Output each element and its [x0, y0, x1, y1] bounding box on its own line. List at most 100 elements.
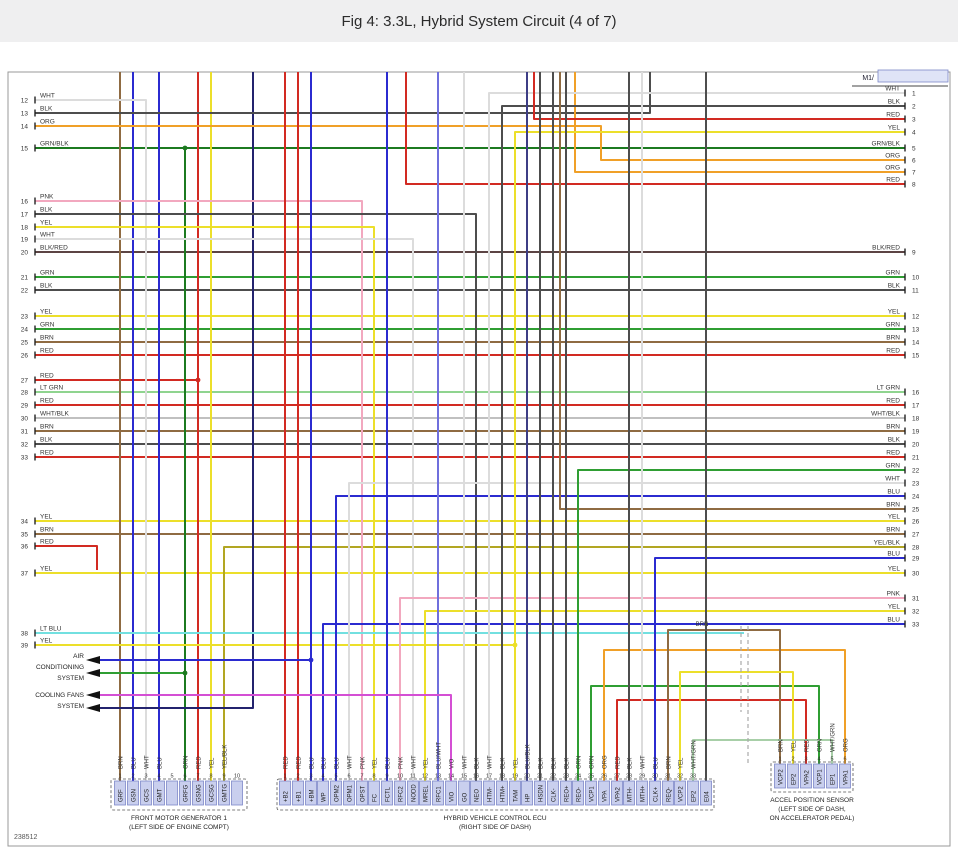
connector-wire-color: BLU — [310, 757, 316, 769]
connector-wire-color: BLK — [501, 758, 507, 769]
connector-pin-label: GMTG — [223, 784, 229, 802]
connector-pin-box — [317, 780, 329, 806]
wire-color-label: RED — [40, 539, 54, 546]
connector-pin-number: 2 — [131, 774, 134, 780]
connector-wire-color: BLU — [335, 757, 341, 769]
connector-pin-number: 7 — [196, 774, 199, 780]
connector-pin-box — [179, 780, 191, 806]
wire — [679, 671, 794, 781]
wire-color-label: BLK — [40, 207, 53, 214]
connector-wire-color: WHT — [488, 755, 494, 769]
connector-pin-number: 10 — [234, 774, 240, 780]
pin-number: 13 — [912, 327, 920, 334]
wire-color-label: BLU — [887, 617, 900, 624]
wire — [100, 72, 254, 709]
pin-number: 16 — [912, 390, 920, 397]
connector-pin-label: FC — [373, 793, 379, 802]
wire-color-label: GRN — [40, 322, 55, 329]
wire-color-label: YEL — [888, 309, 901, 316]
wire-color-label: ORG — [885, 165, 900, 172]
connector-pin-label: HTM+ — [501, 785, 507, 802]
junction-dot — [182, 670, 188, 676]
connector-pin-box — [330, 780, 342, 806]
connector-pin-box — [114, 780, 126, 806]
connector-pin-box — [623, 780, 635, 806]
connector-pin-number: 1 — [118, 774, 121, 780]
connector-pin-box — [636, 780, 648, 806]
junction-dot — [512, 642, 518, 648]
connector-wire-color: BLU — [322, 757, 328, 769]
wire-color-label: BRN — [40, 424, 54, 431]
wire-color-label: PNK — [887, 591, 901, 598]
wire — [35, 99, 147, 781]
connector-pin-box — [572, 780, 584, 806]
wire-color-label: BRN — [886, 527, 900, 534]
wire-color-label: RED — [886, 398, 900, 405]
connector-pin-box — [470, 780, 482, 806]
connector-pin-number: 11 — [410, 774, 416, 780]
pin-number: 18 — [912, 416, 920, 423]
connector-pin-label: OPM1 — [348, 784, 354, 802]
wire-color-label: GRN — [40, 270, 55, 277]
connector-pin-label: MTH+ — [641, 785, 647, 802]
connector-pin-number: 6 — [843, 757, 846, 763]
system-label: CONDITIONING — [36, 664, 84, 671]
wire-color-label: BLU — [887, 489, 900, 496]
pin-number: 35 — [21, 532, 29, 539]
wire-color-label: RED — [886, 348, 900, 355]
connector-pin-box — [649, 780, 661, 806]
connector-pin-label: VIO — [450, 791, 456, 802]
connector-pin-label: VPA1 — [844, 769, 850, 785]
connector-pin-number: 3 — [804, 757, 807, 763]
connector-pin-box — [407, 780, 419, 806]
wire-color-label: YEL — [40, 309, 53, 316]
connector-title: (LEFT SIDE OF DASH, — [778, 806, 846, 813]
connector-pin-box — [521, 780, 533, 806]
connector-pin-label: HTM- — [488, 787, 494, 802]
wire-color-label: YEL — [40, 566, 53, 573]
connector-wire-color: YEL — [210, 757, 216, 769]
wire — [322, 623, 905, 781]
connector-pin-box — [826, 763, 838, 789]
connector-pin-number: 5 — [334, 774, 337, 780]
pin-number: 10 — [912, 275, 920, 282]
connector-pin-number: 24 — [575, 774, 581, 780]
pin-number: 7 — [912, 170, 916, 177]
wire-color-label: RED — [886, 112, 900, 119]
connector-pin-box — [218, 780, 230, 806]
wire-color-label: WHT/BLK — [40, 411, 70, 418]
connector-wire-color: WHT — [412, 755, 418, 769]
wire-color-label: YEL — [888, 604, 901, 611]
wire-color-label: BLK — [888, 437, 901, 444]
pin-number: 16 — [21, 199, 29, 206]
system-arrow-icon — [86, 704, 100, 712]
connector-pin-number: 9 — [385, 774, 388, 780]
wire-color-label: GRN — [886, 463, 901, 470]
pin-number: 14 — [21, 124, 29, 131]
connector-pin-number: 20 — [524, 774, 530, 780]
connector-wire-color: YEL — [679, 757, 685, 769]
connector-pin-box — [279, 780, 291, 806]
system-label: AIR — [73, 653, 84, 660]
pin-number: 30 — [912, 571, 920, 578]
connector-outline-hybrid-vehicle-control-ecu — [276, 778, 715, 811]
wire-color-label: BLK — [888, 99, 901, 106]
connector-pin-number: 17 — [486, 774, 492, 780]
connector-pin-label: EP2 — [692, 790, 698, 802]
connector-wire-color: GRN — [590, 756, 596, 769]
connector-pin-number: 25 — [588, 774, 594, 780]
connector-pin-box — [774, 763, 786, 789]
connector-pin-number: 26 — [601, 774, 607, 780]
connector-wire-color: BLU — [132, 757, 138, 769]
pin-number: 39 — [21, 643, 29, 650]
wire — [616, 699, 807, 781]
pin-number: 15 — [21, 146, 29, 153]
connector-pin-box — [787, 763, 799, 789]
connector-pin-number: 8 — [209, 774, 212, 780]
wire — [654, 557, 905, 781]
connector-pin-number: 30 — [652, 774, 658, 780]
connector-pin-label: +BM — [310, 789, 316, 802]
pin-number: 24 — [912, 494, 920, 501]
pin-number: 11 — [912, 288, 919, 295]
wire-color-label: ORG — [885, 153, 900, 160]
